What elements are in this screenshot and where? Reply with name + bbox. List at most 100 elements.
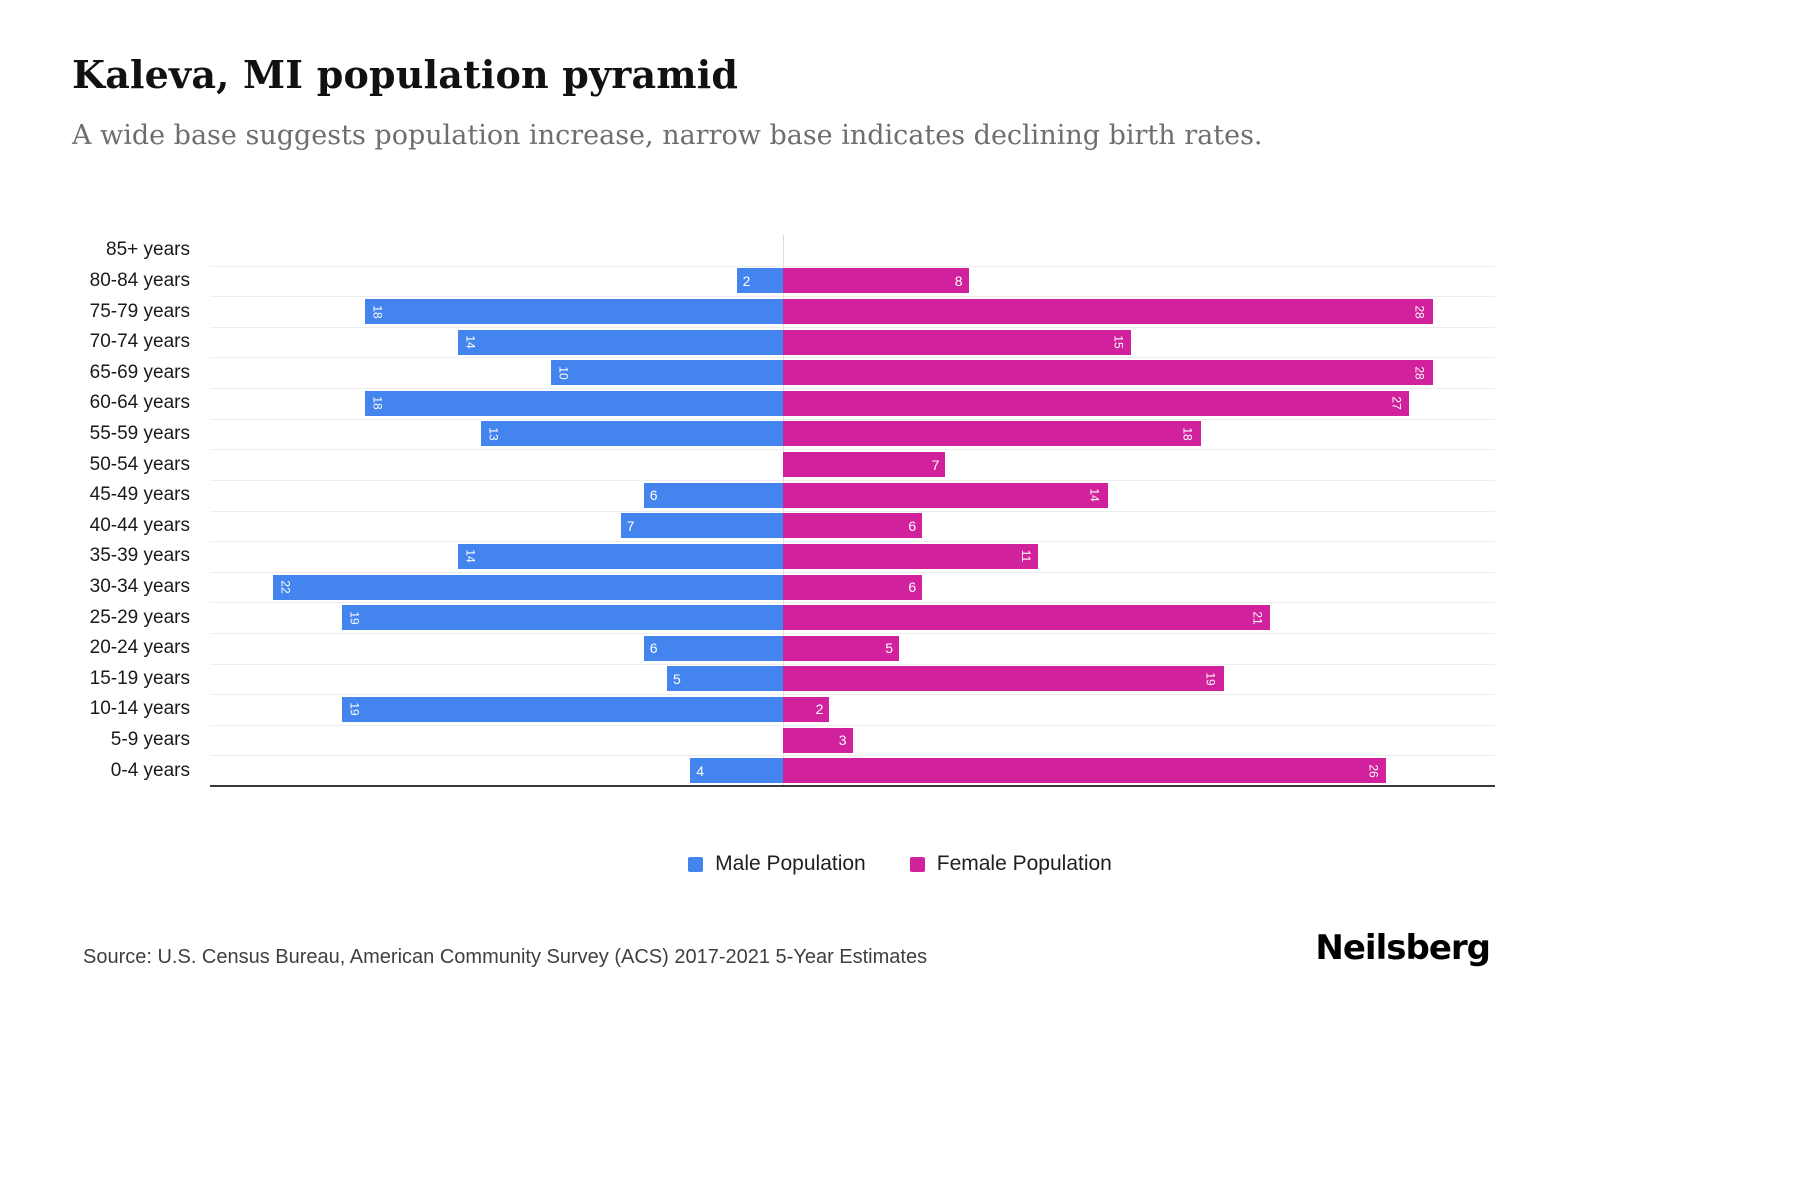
bar-value-label: 7: [626, 517, 635, 534]
y-axis-label: 50-54 years: [89, 453, 190, 475]
bar-value-label: 2: [815, 701, 824, 718]
male-bar: 6: [643, 482, 783, 508]
gridline: [210, 663, 1495, 665]
male-bar: 7: [620, 513, 783, 539]
female-legend-swatch-icon: [909, 856, 925, 872]
y-axis-label: 65-69 years: [89, 361, 190, 383]
female-bar: 26: [783, 758, 1387, 784]
population-pyramid-plot: 2 8 18 28 14 15 10 28 18 27 13 18 7 6 14 7 6 14 11 22 6 19 21 6…: [210, 235, 1495, 787]
y-axis-label: 70-74 years: [89, 331, 190, 353]
gridline: [210, 449, 1495, 451]
bar-value-label: 14: [463, 335, 478, 349]
female-bar: 8: [783, 268, 969, 294]
bar-value-label: 10: [556, 366, 571, 380]
bar-value-label: 7: [931, 456, 940, 473]
y-axis-label: 60-64 years: [89, 392, 190, 414]
female-bar: 3: [783, 727, 853, 753]
bar-value-label: 28: [1412, 366, 1427, 380]
male-bar: 13: [481, 421, 783, 447]
y-axis-label: 10-14 years: [89, 698, 190, 720]
female-bar: 19: [783, 666, 1224, 692]
bar-value-label: 6: [908, 579, 917, 596]
bar-value-label: 13: [487, 427, 502, 441]
male-bar: 5: [667, 666, 783, 692]
bar-value-label: 28: [1412, 304, 1427, 319]
male-bar: 4: [690, 758, 783, 784]
female-bar: 6: [783, 513, 923, 539]
male-bar: 6: [643, 635, 783, 661]
bar-value-label: 18: [371, 304, 386, 319]
chart-title: Kaleva, MI population pyramid: [72, 52, 739, 97]
gridline: [210, 571, 1495, 573]
male-legend-swatch-icon: [688, 856, 704, 872]
bar-value-label: 21: [1250, 610, 1265, 625]
gridline: [210, 388, 1495, 390]
y-axis-label: 5-9 years: [110, 729, 190, 751]
y-axis-label: 0-4 years: [110, 759, 190, 781]
y-axis-label: 40-44 years: [89, 514, 190, 536]
bar-value-label: 8: [954, 272, 963, 289]
chart-legend: Male Population Female Population: [0, 852, 1800, 876]
legend-label: Female Population: [936, 852, 1112, 875]
female-bar: 21: [783, 605, 1271, 631]
female-bar: 28: [783, 299, 1433, 325]
bar-value-label: 5: [673, 670, 681, 687]
y-axis-label: 75-79 years: [89, 300, 190, 322]
legend-item-female[interactable]: Female Population: [909, 852, 1112, 876]
gridline: [210, 755, 1495, 757]
gridline: [210, 602, 1495, 604]
y-axis-label: 85+ years: [106, 239, 190, 261]
y-axis-label: 55-59 years: [89, 422, 190, 444]
y-axis-label: 30-34 years: [89, 576, 190, 598]
gridline: [210, 418, 1495, 420]
legend-item-male[interactable]: Male Population: [688, 852, 866, 876]
bar-value-label: 5: [885, 640, 893, 657]
bar-value-label: 6: [649, 640, 658, 657]
y-axis-label: 35-39 years: [89, 545, 190, 567]
bar-value-label: 15: [1111, 335, 1126, 349]
bar-value-label: 26: [1366, 764, 1381, 778]
male-bar: 14: [458, 543, 783, 569]
male-bar: 14: [458, 329, 783, 355]
bar-value-label: 19: [347, 702, 362, 717]
female-bar: 14: [783, 482, 1108, 508]
female-bar: 2: [783, 696, 830, 722]
female-bar: 11: [783, 543, 1039, 569]
gridline: [210, 357, 1495, 359]
female-bar: 28: [783, 360, 1433, 386]
female-bar: 7: [783, 452, 946, 478]
female-bar: 5: [783, 635, 899, 661]
male-bar: 2: [736, 268, 783, 294]
bar-value-label: 18: [371, 396, 386, 411]
gridline: [210, 296, 1495, 298]
y-axis: 85+ years 80-84 years 75-79 years 70-74 yea…: [0, 235, 200, 786]
y-axis-label: 25-29 years: [89, 606, 190, 628]
bar-value-label: 19: [1204, 672, 1219, 686]
female-bar: 27: [783, 390, 1410, 416]
gridline: [210, 694, 1495, 696]
gridline: [210, 541, 1495, 543]
bar-value-label: 6: [649, 487, 658, 504]
bar-value-label: 6: [908, 517, 917, 534]
gridline: [210, 265, 1495, 267]
y-axis-label: 15-19 years: [89, 667, 190, 689]
female-bar: 18: [783, 421, 1201, 447]
bottom-axis-line: [210, 785, 1495, 787]
bar-value-label: 14: [1088, 488, 1103, 502]
legend-label: Male Population: [715, 852, 866, 875]
female-bar: 15: [783, 329, 1131, 355]
gridline: [210, 510, 1495, 512]
bar-value-label: 11: [1018, 550, 1033, 563]
bar-value-label: 27: [1389, 396, 1404, 411]
neilsberg-logo: Neilsberg: [1315, 928, 1491, 968]
male-bar: 18: [365, 299, 783, 325]
y-axis-label: 20-24 years: [89, 637, 190, 659]
y-axis-label: 80-84 years: [89, 269, 190, 291]
bar-value-label: 4: [696, 762, 704, 779]
bar-value-label: 22: [278, 580, 293, 594]
male-bar: 18: [365, 390, 783, 416]
male-bar: 19: [342, 696, 783, 722]
bar-value-label: 2: [742, 272, 751, 289]
chart-subtitle: A wide base suggests population increase…: [72, 120, 1263, 151]
